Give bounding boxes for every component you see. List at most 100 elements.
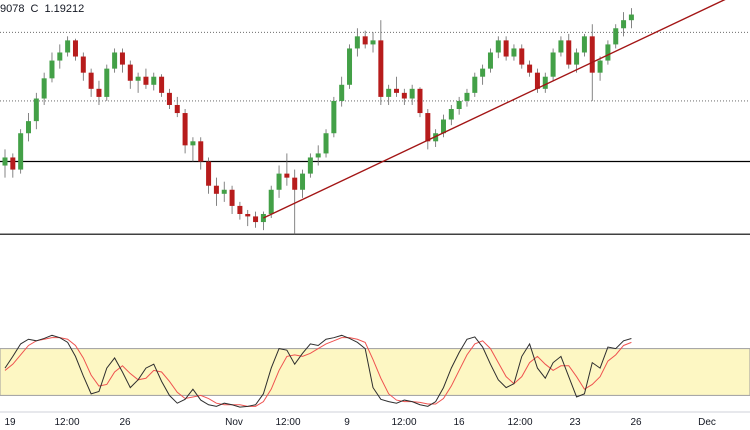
candle-body-31[interactable]	[245, 213, 251, 217]
candle-body-72[interactable]	[566, 40, 572, 65]
candle-body-45[interactable]	[354, 36, 360, 49]
candle-body-49[interactable]	[386, 88, 392, 97]
candle-body-51[interactable]	[401, 92, 407, 99]
stochastic-band	[0, 348, 750, 396]
candle-body-78[interactable]	[613, 28, 619, 45]
candle-body-2[interactable]	[18, 133, 24, 170]
stochastic-d-line	[4, 337, 632, 407]
candle-body-16[interactable]	[127, 64, 133, 81]
x-tick-label-3: Nov	[225, 417, 243, 428]
candle-body-9[interactable]	[72, 40, 78, 57]
stochastic-k-line	[4, 334, 632, 408]
trendline[interactable]	[263, 0, 741, 219]
candle-body-74[interactable]	[581, 36, 587, 53]
candle-body-10[interactable]	[80, 56, 86, 73]
candle-body-69[interactable]	[542, 76, 548, 89]
open-value-partial: 9078	[0, 3, 25, 15]
candle-body-40[interactable]	[315, 153, 321, 158]
candle-body-4[interactable]	[33, 98, 39, 122]
candle-body-50[interactable]	[394, 88, 399, 93]
candle-body-7[interactable]	[57, 52, 63, 61]
candle-body-43[interactable]	[339, 84, 345, 101]
candle-body-22[interactable]	[174, 104, 180, 114]
candle-body-63[interactable]	[495, 40, 501, 53]
candle-body-26[interactable]	[206, 161, 212, 186]
candle-body-55[interactable]	[433, 133, 439, 142]
x-tick-label-11: Dec	[698, 417, 716, 428]
x-tick-label-0: 19	[4, 417, 16, 428]
candle-body-42[interactable]	[331, 100, 337, 134]
candle-body-28[interactable]	[221, 189, 227, 194]
candle-body-36[interactable]	[284, 173, 290, 178]
candle-body-6[interactable]	[49, 60, 55, 79]
candle-body-52[interactable]	[409, 88, 415, 99]
candle-body-44[interactable]	[347, 48, 353, 85]
x-tick-label-8: 12:00	[507, 417, 532, 428]
candle-body-67[interactable]	[527, 64, 533, 73]
candle-body-29[interactable]	[229, 189, 235, 206]
candle-body-79[interactable]	[621, 20, 627, 29]
candle-body-27[interactable]	[213, 185, 219, 194]
candle-body-61[interactable]	[480, 68, 486, 77]
x-tick-label-2: 26	[119, 417, 131, 428]
candle-body-80[interactable]	[628, 14, 634, 21]
candle-body-35[interactable]	[276, 173, 282, 190]
x-tick-label-4: 12:00	[275, 417, 300, 428]
candle-body-76[interactable]	[597, 60, 603, 73]
candle-body-66[interactable]	[519, 48, 525, 65]
candle-body-53[interactable]	[417, 88, 423, 114]
candle-body-19[interactable]	[151, 76, 157, 85]
candle-body-39[interactable]	[307, 157, 313, 174]
candle-body-77[interactable]	[605, 44, 611, 61]
candle-body-54[interactable]	[425, 113, 431, 142]
x-tick-label-7: 16	[453, 417, 465, 428]
ohlc-readout: 9078 C 1.19212	[0, 3, 96, 15]
candle-body-37[interactable]	[292, 177, 298, 190]
x-tick-label-1: 12:00	[54, 417, 79, 428]
candle-body-20[interactable]	[159, 76, 165, 93]
candle-body-38[interactable]	[300, 173, 306, 190]
x-tick-label-10: 26	[630, 417, 642, 428]
candle-body-47[interactable]	[370, 40, 376, 45]
candle-body-1[interactable]	[10, 157, 16, 170]
candle-body-14[interactable]	[112, 52, 118, 69]
candle-body-64[interactable]	[503, 40, 509, 57]
candle-body-68[interactable]	[534, 72, 540, 89]
candle-body-21[interactable]	[166, 92, 172, 105]
candle-body-73[interactable]	[574, 52, 580, 65]
candle-body-41[interactable]	[323, 133, 329, 154]
candle-body-15[interactable]	[119, 52, 125, 65]
candle-body-24[interactable]	[190, 141, 196, 146]
candle-body-8[interactable]	[65, 40, 71, 53]
candle-body-65[interactable]	[511, 48, 517, 57]
candle-body-46[interactable]	[362, 36, 368, 45]
candle-body-48[interactable]	[378, 40, 384, 97]
candle-body-57[interactable]	[448, 109, 454, 120]
candle-body-59[interactable]	[464, 92, 470, 101]
x-tick-label-5: 9	[344, 417, 350, 428]
candle-body-25[interactable]	[198, 141, 204, 162]
candle-body-71[interactable]	[558, 40, 564, 53]
candle-body-11[interactable]	[88, 72, 94, 89]
candle-body-32[interactable]	[253, 216, 259, 223]
candle-body-56[interactable]	[440, 119, 446, 134]
candle-body-30[interactable]	[237, 205, 243, 214]
candle-body-62[interactable]	[487, 52, 493, 69]
x-tick-label-9: 23	[569, 417, 581, 428]
candle-body-13[interactable]	[104, 68, 110, 97]
candle-body-23[interactable]	[182, 113, 188, 146]
candle-body-18[interactable]	[143, 76, 149, 85]
candle-body-5[interactable]	[41, 78, 47, 99]
candle-body-34[interactable]	[268, 189, 274, 214]
candle-body-60[interactable]	[472, 76, 478, 93]
candle-body-58[interactable]	[456, 100, 462, 110]
candle-body-0[interactable]	[2, 157, 8, 166]
candle-body-12[interactable]	[96, 88, 102, 97]
candle-body-3[interactable]	[25, 121, 31, 134]
candle-body-70[interactable]	[550, 52, 556, 77]
candle-body-75[interactable]	[589, 36, 595, 73]
close-label: C 1.19212	[30, 3, 85, 15]
candle-body-17[interactable]	[135, 76, 141, 81]
x-tick-label-6: 12:00	[391, 417, 416, 428]
